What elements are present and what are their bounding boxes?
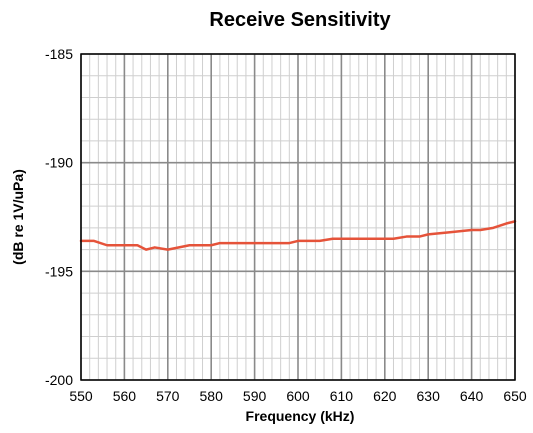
x-axis-label: Frequency (kHz) — [246, 408, 355, 424]
x-tick-label: 600 — [286, 388, 310, 404]
x-tick-label: 560 — [113, 388, 137, 404]
x-tick-label: 630 — [417, 388, 441, 404]
y-tick-label: -185 — [45, 46, 73, 62]
x-tick-label: 650 — [503, 388, 527, 404]
plot-frame — [80, 53, 516, 381]
chart-title: Receive Sensitivity — [209, 9, 391, 31]
y-tick-label: -200 — [45, 372, 73, 388]
series-layer — [79, 220, 517, 251]
series-line-0 — [79, 220, 517, 251]
y-tick-labels: -185 -190 -195 -200 — [45, 46, 73, 388]
x-tick-labels: 550 560 570 580 590 600 610 620 630 640 650 — [69, 388, 527, 404]
x-tick-label: 610 — [330, 388, 354, 404]
y-tick-label: -190 — [45, 155, 73, 171]
x-tick-label: 580 — [200, 388, 224, 404]
x-tick-label: 620 — [373, 388, 397, 404]
x-tick-label: 640 — [460, 388, 484, 404]
major-gridlines — [80, 53, 516, 381]
x-tick-label: 550 — [69, 388, 93, 404]
y-tick-label: -195 — [45, 263, 73, 279]
x-tick-label: 570 — [156, 388, 180, 404]
y-axis-label: (dB re 1V/uPa) — [10, 169, 26, 265]
x-tick-label: 590 — [243, 388, 267, 404]
